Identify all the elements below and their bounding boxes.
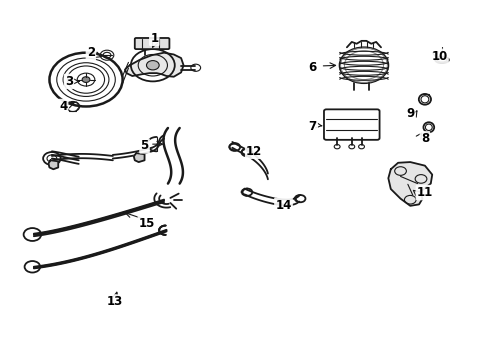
Text: 11: 11 bbox=[416, 186, 432, 199]
Text: 12: 12 bbox=[245, 145, 262, 158]
Text: 5: 5 bbox=[140, 139, 148, 152]
Polygon shape bbox=[387, 162, 431, 206]
Text: 2: 2 bbox=[87, 46, 95, 59]
Text: 4: 4 bbox=[59, 100, 67, 113]
Polygon shape bbox=[134, 153, 144, 162]
Text: 6: 6 bbox=[308, 60, 316, 73]
Text: 10: 10 bbox=[430, 50, 447, 63]
Text: 14: 14 bbox=[275, 199, 291, 212]
Circle shape bbox=[146, 60, 159, 70]
Text: 1: 1 bbox=[150, 32, 158, 45]
Text: 9: 9 bbox=[406, 107, 413, 120]
Circle shape bbox=[82, 77, 90, 82]
Polygon shape bbox=[125, 53, 183, 77]
Text: 7: 7 bbox=[308, 120, 316, 133]
Text: 3: 3 bbox=[65, 75, 73, 88]
Text: 13: 13 bbox=[107, 296, 123, 309]
Text: 8: 8 bbox=[420, 132, 428, 145]
FancyBboxPatch shape bbox=[135, 38, 169, 49]
Polygon shape bbox=[48, 160, 58, 169]
Text: 15: 15 bbox=[139, 216, 155, 230]
